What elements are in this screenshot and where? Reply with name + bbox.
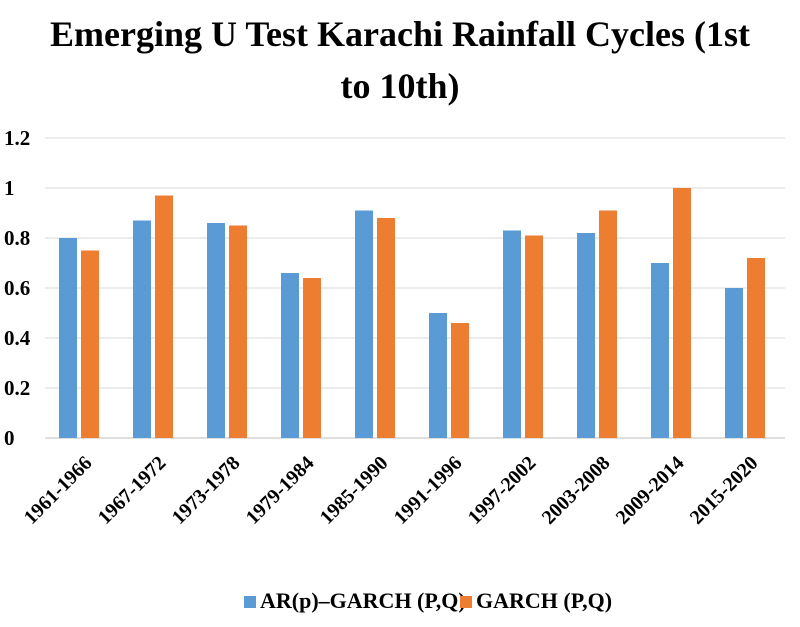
bar-ar-garch — [725, 288, 743, 438]
bar-garch — [377, 218, 395, 438]
x-tick-label: 2015-2020 — [686, 452, 763, 529]
bar-ar-garch — [503, 230, 521, 438]
bar-garch — [155, 195, 173, 438]
chart-title-line-2: to 10th) — [340, 66, 460, 106]
bar-ar-garch — [207, 223, 225, 438]
bar-garch — [81, 250, 99, 438]
x-axis-ticks: 1961-19661967-19721973-19781979-19841985… — [20, 452, 763, 529]
x-tick-label: 2009-2014 — [612, 452, 689, 529]
bar-garch — [229, 225, 247, 438]
y-tick-label: 1 — [4, 176, 15, 200]
y-tick-label: 0.2 — [4, 376, 30, 400]
bar-ar-garch — [651, 263, 669, 438]
legend-swatch — [460, 596, 472, 608]
legend-swatch — [244, 596, 256, 608]
bar-garch — [451, 323, 469, 438]
bar-ar-garch — [133, 220, 151, 438]
bar-ar-garch — [429, 313, 447, 438]
y-tick-label: 0.4 — [4, 326, 31, 350]
bar-ar-garch — [355, 210, 373, 438]
bars — [59, 188, 765, 438]
x-tick-label: 1985-1990 — [316, 452, 393, 529]
legend: AR(p)–GARCH (P,Q) GARCH (P,Q) — [244, 588, 612, 613]
y-tick-label: 0.8 — [4, 226, 30, 250]
x-tick-label: 1997-2002 — [464, 452, 541, 529]
y-tick-label: 0 — [4, 426, 15, 450]
x-tick-label: 1967-1972 — [94, 452, 171, 529]
bar-ar-garch — [59, 238, 77, 438]
y-tick-label: 0.6 — [4, 276, 30, 300]
x-tick-label: 1961-1966 — [20, 452, 97, 529]
y-tick-label: 1.2 — [4, 126, 30, 150]
y-axis-ticks: 0 0.2 0.4 0.6 0.8 1 1.2 — [4, 126, 31, 450]
bar-ar-garch — [281, 273, 299, 438]
bar-garch — [747, 258, 765, 438]
x-tick-label: 1991-1996 — [390, 452, 467, 529]
legend-label: AR(p)–GARCH (P,Q) — [260, 588, 466, 613]
bar-garch — [599, 210, 617, 438]
bar-garch — [525, 235, 543, 438]
bar-garch — [303, 278, 321, 438]
x-tick-label: 1979-1984 — [242, 452, 319, 529]
chart-title: Emerging U Test Karachi Rainfall Cycles … — [0, 8, 800, 112]
x-tick-label: 1973-1978 — [168, 452, 245, 529]
legend-label: GARCH (P,Q) — [476, 588, 612, 613]
x-tick-label: 2003-2008 — [538, 452, 615, 529]
chart-title-line-1: Emerging U Test Karachi Rainfall Cycles … — [50, 14, 750, 54]
bar-ar-garch — [577, 233, 595, 438]
bar-garch — [673, 188, 691, 438]
